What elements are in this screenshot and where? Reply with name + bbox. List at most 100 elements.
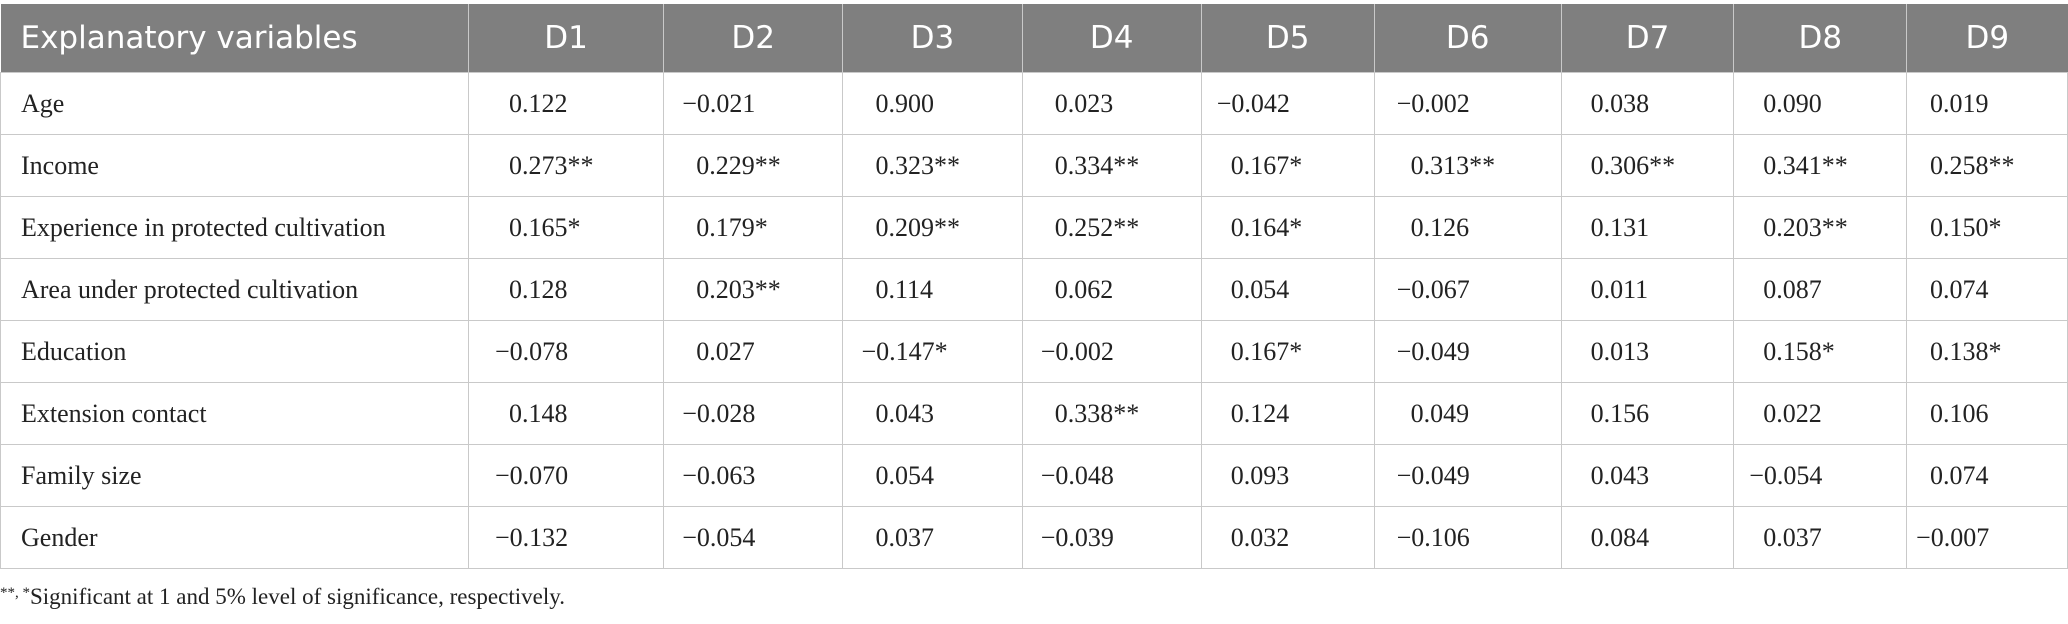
cell-value: 0.167*	[1230, 336, 1303, 366]
table-cell: 0.093	[1200, 444, 1375, 507]
table-cell: −0.039	[1021, 506, 1202, 569]
row-label: Age	[0, 72, 469, 135]
cell-value: 0.074	[1930, 274, 1989, 304]
table-cell: 0.148	[467, 382, 665, 445]
table-cell: 0.126	[1373, 196, 1562, 259]
table-cell: −0.147*	[842, 320, 1023, 383]
row-label: Education	[0, 320, 469, 383]
table-cell: 0.124	[1200, 382, 1375, 445]
cell-value: −0.078	[495, 336, 569, 366]
table-cell: −0.002	[1021, 320, 1202, 383]
table-row: Family size −0.070 −0.063 0.054 −0.048 0.093 −…	[0, 444, 2068, 507]
cell-value: 0.022	[1763, 398, 1822, 428]
cell-value: 0.013	[1590, 336, 1650, 366]
table-cell: 0.049	[1373, 382, 1562, 445]
table-cell: −0.049	[1373, 444, 1562, 507]
cell-value: −0.002	[1396, 88, 1470, 118]
cell-value: 0.128	[509, 274, 568, 304]
cell-value: 0.122	[509, 88, 568, 118]
row-label: Income	[0, 134, 469, 197]
cell-value: −0.049	[1396, 336, 1470, 366]
table-cell: 0.338**	[1021, 382, 1202, 445]
table-cell: −0.054	[663, 506, 844, 569]
cell-value: 0.049	[1410, 398, 1470, 428]
table-row: Extension contact 0.148 −0.028 0.043 0.338**…	[0, 382, 2068, 445]
table-cell: 0.273**	[467, 134, 665, 197]
cell-value: 0.150*	[1930, 212, 2002, 242]
column-header-d4: D4	[1022, 4, 1202, 73]
table-cell: 0.156	[1560, 382, 1735, 445]
cell-value: 0.306**	[1590, 150, 1676, 180]
table-cell: −0.106	[1373, 506, 1562, 569]
cell-value: 0.900	[875, 88, 934, 118]
cell-value: 0.062	[1054, 274, 1114, 304]
table-row: Income 0.273** 0.229** 0.323** 0.334** 0.167*…	[0, 134, 2068, 197]
table-cell: 0.054	[842, 444, 1023, 507]
column-header-d5: D5	[1201, 4, 1375, 73]
cell-value: 0.209**	[875, 212, 960, 242]
table-cell: 0.011	[1560, 258, 1735, 321]
table-cell: 0.074	[1906, 258, 2068, 321]
table-cell: 0.167*	[1200, 320, 1375, 383]
cell-value: 0.167*	[1230, 150, 1303, 180]
cell-value: 0.027	[696, 336, 755, 366]
cell-value: −0.106	[1396, 522, 1470, 552]
cell-value: 0.273**	[509, 150, 594, 180]
table-cell: 0.203**	[1733, 196, 1908, 259]
cell-value: 0.090	[1763, 88, 1822, 118]
column-header-variables: Explanatory variables	[0, 4, 469, 73]
table-cell: −0.021	[663, 72, 844, 135]
row-label: Gender	[0, 506, 469, 569]
table-cell: 0.032	[1200, 506, 1375, 569]
header-row: Explanatory variables D1 D2 D3 D4 D5 D6 D7 D8 D9	[0, 4, 2068, 73]
table-cell: 0.229**	[663, 134, 844, 197]
column-header-d7: D7	[1561, 4, 1735, 73]
table-cell: 0.323**	[842, 134, 1023, 197]
cell-value: −0.021	[682, 88, 756, 118]
cell-value: 0.038	[1590, 88, 1650, 118]
cell-value: 0.203**	[1763, 212, 1848, 242]
table-row: Experience in protected cultivation 0.165…	[0, 196, 2068, 259]
table-cell: 0.054	[1200, 258, 1375, 321]
cell-value: 0.131	[1590, 212, 1650, 242]
cell-value: 0.158*	[1763, 336, 1835, 366]
table-cell: 0.334**	[1021, 134, 1202, 197]
cell-value: 0.093	[1230, 460, 1290, 490]
cell-value: −0.054	[682, 522, 756, 552]
table-cell: 0.900	[842, 72, 1023, 135]
table-cell: −0.078	[467, 320, 665, 383]
cell-value: 0.106	[1930, 398, 1989, 428]
cell-value: 0.054	[875, 460, 934, 490]
row-label: Area under protected cultivation	[0, 258, 469, 321]
table-row: Age 0.122 −0.021 0.900 0.023 −0.042 −0.002 0.03…	[0, 72, 2068, 135]
row-label: Family size	[0, 444, 469, 507]
table-cell: −0.070	[467, 444, 665, 507]
column-header-d6: D6	[1374, 4, 1562, 73]
cell-value: 0.084	[1590, 522, 1650, 552]
cell-value: 0.074	[1930, 460, 1989, 490]
table-cell: 0.209**	[842, 196, 1023, 259]
table-cell: −0.002	[1373, 72, 1562, 135]
table-cell: 0.027	[663, 320, 844, 383]
cell-value: −0.070	[495, 460, 569, 490]
column-header-d8: D8	[1733, 4, 1908, 73]
cell-value: −0.067	[1396, 274, 1470, 304]
table-cell: 0.043	[1560, 444, 1735, 507]
table-cell: 0.179*	[663, 196, 844, 259]
row-label: Extension contact	[0, 382, 469, 445]
cell-value: 0.252**	[1054, 212, 1140, 242]
cell-value: 0.124	[1230, 398, 1290, 428]
table-cell: 0.203**	[663, 258, 844, 321]
table-row: Education −0.078 0.027 −0.147* −0.002 0.167* −…	[0, 320, 2068, 383]
table-cell: 0.128	[467, 258, 665, 321]
table-cell: 0.084	[1560, 506, 1735, 569]
table-cell: 0.167*	[1200, 134, 1375, 197]
table-cell: 0.313**	[1373, 134, 1562, 197]
table-cell: 0.090	[1733, 72, 1908, 135]
cell-value: −0.039	[1040, 522, 1114, 552]
column-header-d3: D3	[842, 4, 1023, 73]
table-cell: 0.038	[1560, 72, 1735, 135]
table-cell: 0.138*	[1906, 320, 2068, 383]
cell-value: 0.087	[1763, 274, 1822, 304]
cell-value: 0.203**	[696, 274, 781, 304]
